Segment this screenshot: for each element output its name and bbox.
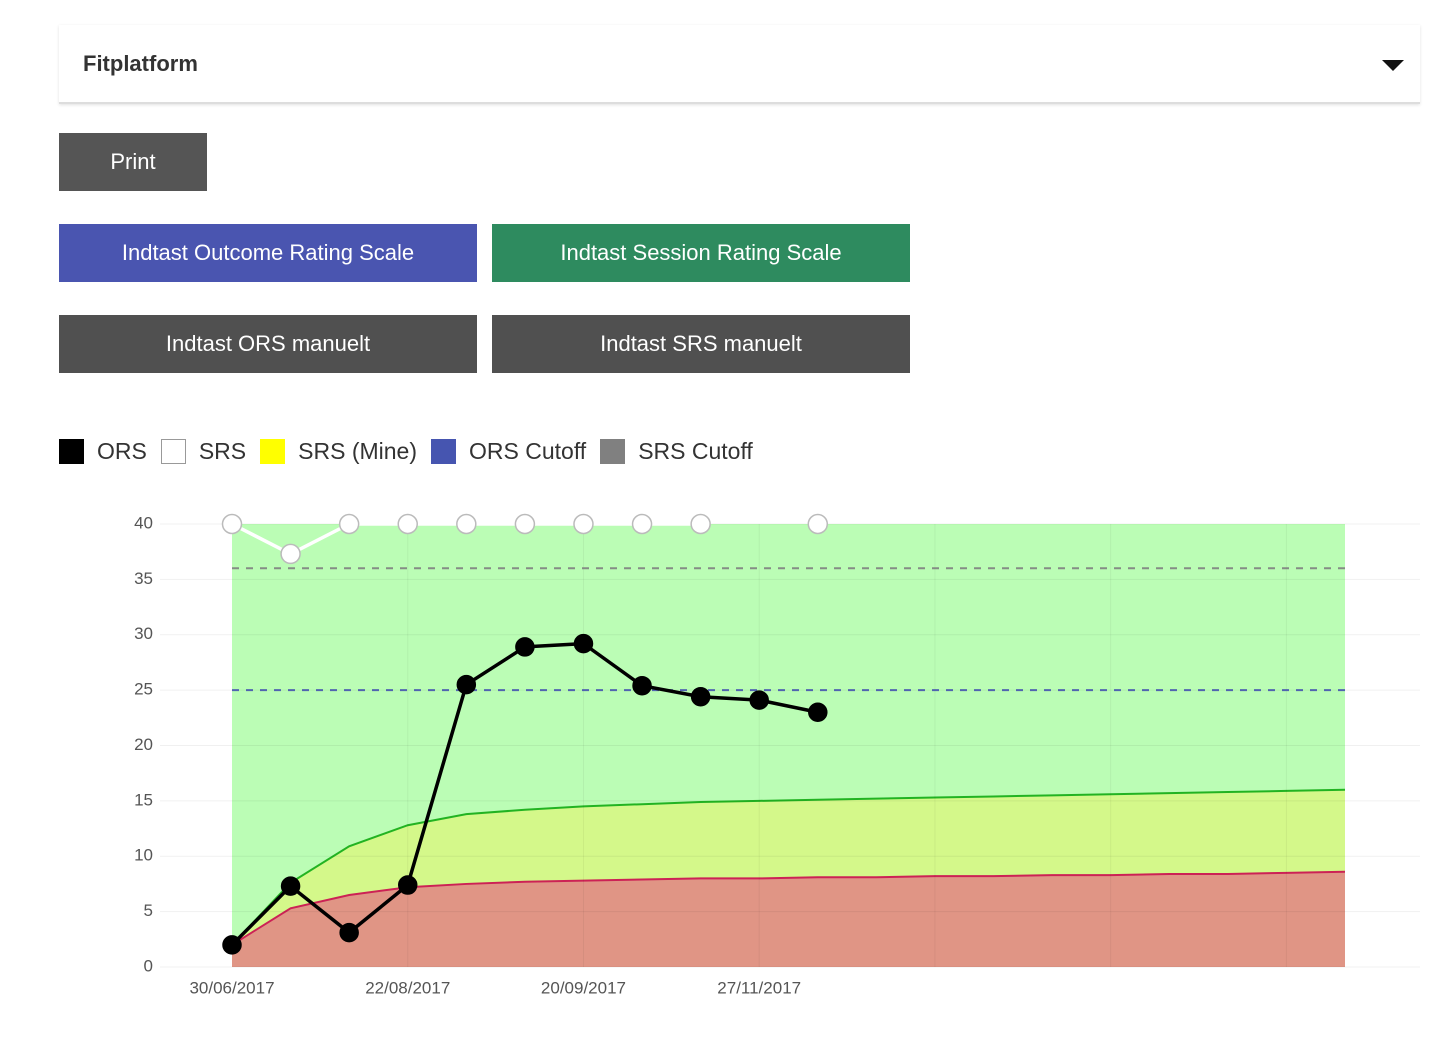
legend-swatch <box>600 439 626 464</box>
dropdown[interactable]: Fitplatform <box>59 25 1420 104</box>
legend-label: SRS <box>198 438 247 464</box>
y-tick-label: 35 <box>134 569 153 588</box>
legend-label: ORS Cutoff <box>469 438 587 464</box>
legend-label: SRS (Mine) <box>298 438 417 464</box>
series-point <box>514 513 536 535</box>
series-point <box>573 513 594 535</box>
series-point <box>690 513 711 535</box>
series-point <box>631 513 653 535</box>
legend: ORS SRS SRS (Mine) ORS Cutoff SRS Cutoff <box>59 438 767 465</box>
series-point <box>339 922 359 943</box>
legend-label: ORS <box>97 438 147 464</box>
x-tick-label: 20/09/2017 <box>541 978 626 997</box>
series-point <box>632 675 652 696</box>
x-tick-label: 30/06/2017 <box>189 978 274 997</box>
y-tick-label: 10 <box>134 846 153 865</box>
legend-swatch <box>160 439 186 464</box>
legend-swatch <box>260 439 286 464</box>
dropdown-arrow[interactable] <box>1382 60 1404 71</box>
series-point <box>397 875 418 895</box>
series-point <box>456 513 477 535</box>
series-point <box>808 702 828 723</box>
series-point <box>515 637 535 657</box>
y-tick-label: 30 <box>134 624 153 643</box>
y-tick-label: 15 <box>134 790 153 809</box>
band-line <box>231 870 1346 946</box>
series-point <box>749 690 769 710</box>
series-point <box>807 513 829 535</box>
series-point <box>456 674 477 695</box>
y-tick-label: 0 <box>144 956 153 975</box>
legend-swatch <box>431 439 456 464</box>
x-tick-label: 22/08/2017 <box>365 978 450 997</box>
band-line <box>231 788 1346 946</box>
y-tick-label: 25 <box>134 680 153 699</box>
ors-manual-button[interactable]: Indtast ORS manuelt <box>59 315 477 373</box>
y-tick-label: 5 <box>144 901 153 920</box>
series-point <box>280 543 301 565</box>
series-point <box>222 935 242 955</box>
legend-swatch <box>59 439 84 464</box>
x-tick-label: 27/11/2017 <box>717 978 801 997</box>
series-point <box>690 687 711 707</box>
series-point <box>221 513 243 535</box>
band-area <box>232 789 1345 945</box>
series-point <box>280 876 301 896</box>
dropdown-text: Fitplatform <box>83 51 198 76</box>
srs-manual-button[interactable]: Indtast SRS manuelt <box>492 315 910 373</box>
band-top-area <box>232 524 1345 945</box>
y-tick-label: 40 <box>134 513 153 532</box>
series-point <box>573 633 594 654</box>
y-tick-label: 20 <box>134 735 153 754</box>
srs-button[interactable]: Indtast Session Rating Scale <box>492 224 910 282</box>
ors-button[interactable]: Indtast Outcome Rating Scale <box>59 224 477 282</box>
series-point <box>397 513 418 535</box>
band-area <box>232 871 1345 967</box>
legend-label: SRS Cutoff <box>638 438 753 464</box>
series-point <box>338 513 360 535</box>
print-button[interactable]: Print <box>59 133 207 191</box>
